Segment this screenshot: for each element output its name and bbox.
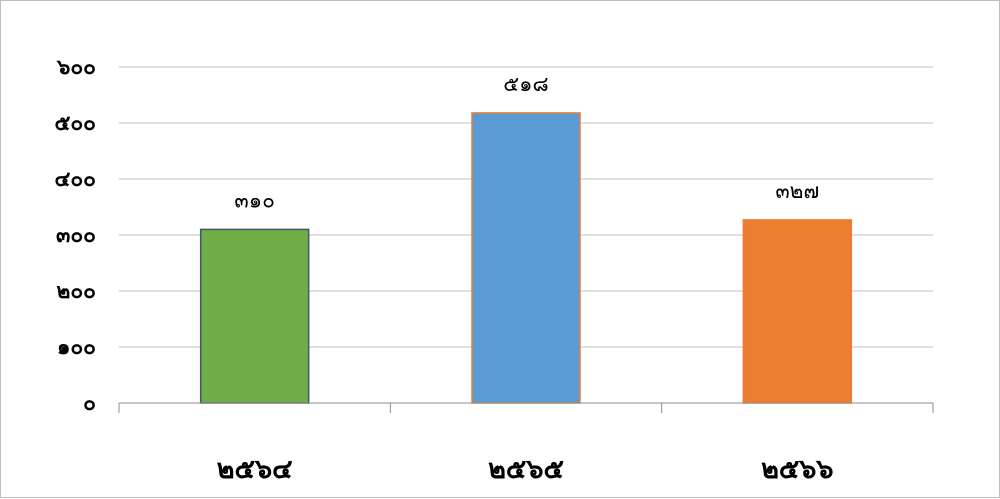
x-tick-label: ๒๕๖๖ [761, 454, 834, 485]
x-axis [118, 402, 934, 413]
y-tick-label: ๖๐๐ [56, 55, 96, 79]
data-label: ๕๑๘ [503, 72, 548, 96]
y-tick-label: ๐ [83, 391, 96, 415]
bar [742, 219, 853, 404]
y-tick-label: ๑๐๐ [57, 335, 96, 359]
y-tick-label: ๕๐๐ [54, 111, 96, 135]
data-label: ๓๑๐ [234, 188, 275, 212]
y-tick-label: ๒๐๐ [57, 279, 96, 303]
bar [199, 228, 310, 404]
x-tick-label: ๒๕๖๔ [217, 454, 293, 485]
x-tick-label: ๒๕๖๕ [488, 454, 564, 485]
bar [471, 112, 581, 404]
data-label: ๓๒๗ [775, 179, 819, 203]
bars [199, 112, 853, 404]
y-tick-label: ๔๐๐ [54, 167, 96, 191]
y-tick-label: ๓๐๐ [56, 223, 96, 247]
